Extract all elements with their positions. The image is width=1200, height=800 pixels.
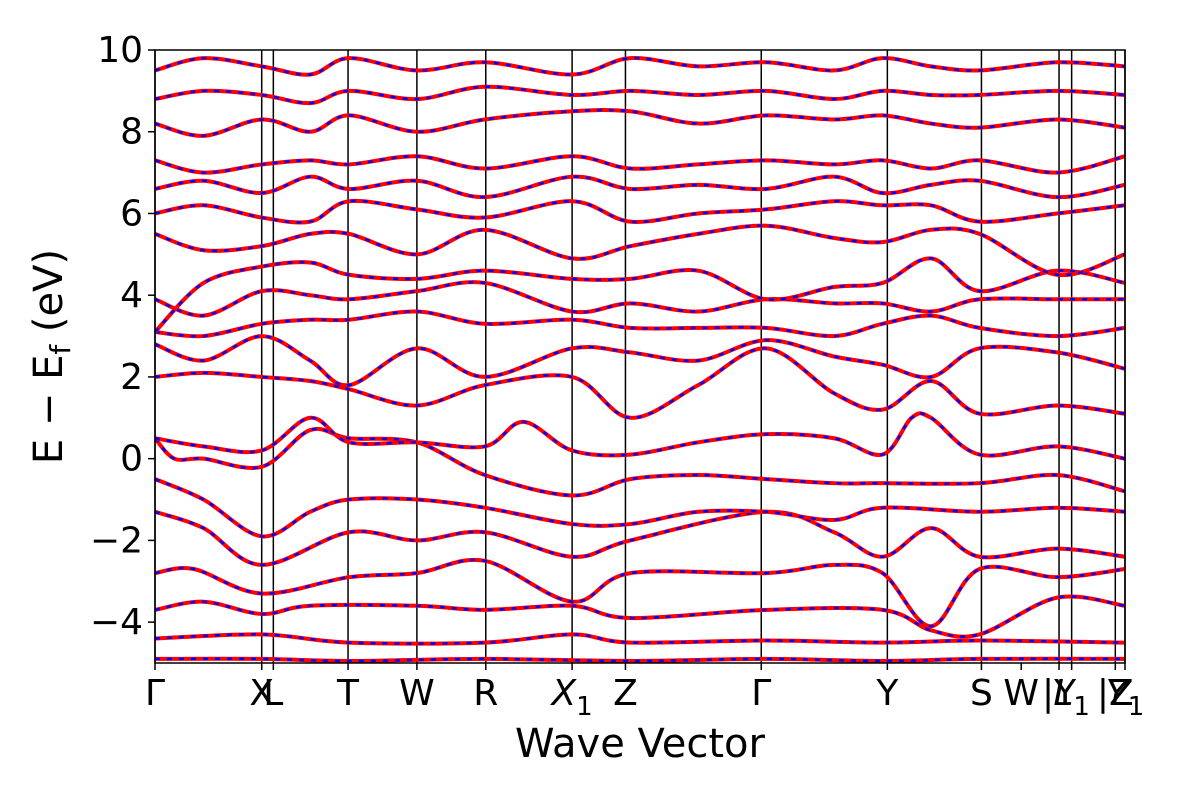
y-tick-label: 8 [120, 112, 143, 153]
band-model-4 [155, 510, 1125, 567]
x-tick-label: |Y [1042, 673, 1077, 714]
band-dft-15 [155, 174, 1125, 200]
band-model-18 [155, 85, 1125, 105]
band-dft-16 [155, 154, 1125, 175]
band-model-13 [155, 224, 1125, 277]
y-tick-label: 2 [120, 357, 143, 398]
y-axis: −4 −2 0 2 4 6 8 10 [90, 30, 155, 643]
x-tick-label: Y [875, 673, 899, 714]
band-dft-11 [155, 280, 1125, 318]
x-tick-label: Y1 [1106, 673, 1145, 722]
y-tick-label: −2 [90, 520, 143, 561]
band-model-16 [155, 155, 1125, 174]
band-model-14 [155, 199, 1125, 224]
band-dft-0 [155, 656, 1125, 663]
band-model-17 [155, 108, 1125, 138]
band-dft-2 [155, 594, 1125, 639]
y-axis-title: E − Ef (eV) [26, 249, 77, 464]
x-tick-label: R [473, 673, 498, 714]
band-dft-13 [155, 223, 1125, 278]
x-tick-label: X1 [549, 673, 592, 722]
x-tick-label: W [399, 673, 435, 714]
x-tick-label: Γ [145, 673, 165, 714]
band-model-8 [155, 347, 1125, 420]
bands-group [155, 56, 1125, 663]
x-tick-label: L [263, 673, 283, 714]
y-tick-label: 10 [97, 30, 143, 71]
band-dft-6 [155, 426, 1125, 498]
band-model-1 [155, 633, 1125, 645]
x-tick-label: L1 [1053, 673, 1090, 722]
band-dft-5 [155, 477, 1125, 539]
band-dft-8 [155, 346, 1125, 420]
band-model-12 [155, 257, 1125, 333]
band-model-19 [155, 56, 1125, 76]
x-tick-label: Z [613, 673, 638, 714]
band-dft-9 [155, 334, 1125, 388]
plot-frame [154, 49, 1126, 664]
band-dft-10 [155, 309, 1125, 339]
y-tick-label: 4 [120, 275, 143, 316]
band-dft-17 [155, 108, 1125, 138]
band-model-6 [155, 427, 1125, 497]
x-tick-label: X [249, 673, 274, 714]
band-model-3 [155, 558, 1125, 628]
x-axis: Γ XL T W R X1 Z Γ Y S W |YL1 |ZY1 [145, 663, 1144, 722]
x-tick-label: T [336, 673, 360, 714]
band-model-9 [155, 334, 1125, 387]
x-tick-label: W [1003, 673, 1039, 714]
band-dft-14 [155, 198, 1125, 225]
band-model-2 [155, 595, 1125, 638]
y-tick-label: −4 [90, 602, 143, 643]
x-tick-label: Γ [751, 673, 771, 714]
y-tick-label: 0 [120, 439, 143, 480]
band-model-5 [155, 477, 1125, 538]
band-dft-19 [155, 56, 1125, 77]
x-tick-label: S [970, 673, 993, 714]
band-model-7 [155, 411, 1125, 460]
x-tick-label: |Z [1097, 673, 1134, 714]
band-model-10 [155, 310, 1125, 338]
y-tick-label: 6 [120, 193, 143, 234]
x-axis-title: Wave Vector [515, 721, 766, 767]
